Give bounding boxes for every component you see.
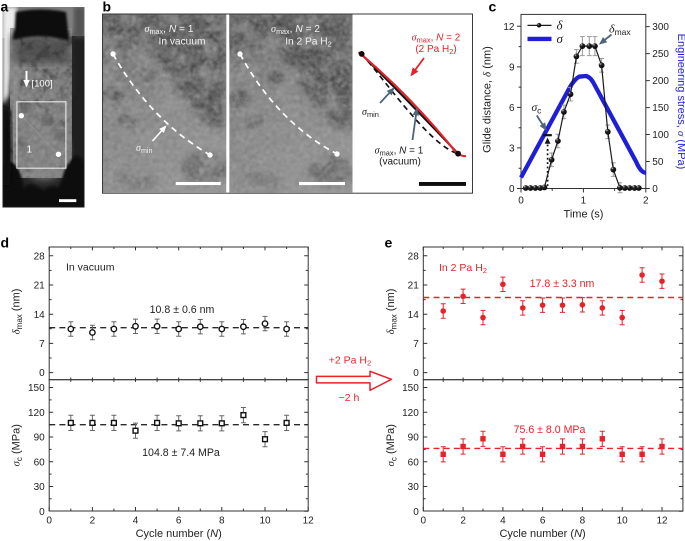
svg-text:9: 9 bbox=[509, 63, 515, 74]
svg-text:200: 200 bbox=[652, 76, 669, 87]
svg-text:[100]: [100] bbox=[32, 79, 53, 90]
svg-text:σc: σc bbox=[532, 102, 543, 116]
svg-text:250: 250 bbox=[652, 49, 669, 60]
svg-text:Cycle number (N): Cycle number (N) bbox=[499, 528, 585, 540]
svg-text:1: 1 bbox=[581, 196, 587, 207]
svg-text:σmax, N = 2: σmax, N = 2 bbox=[271, 24, 320, 36]
svg-text:2: 2 bbox=[90, 516, 96, 527]
svg-text:6: 6 bbox=[509, 103, 515, 114]
svg-text:4: 4 bbox=[500, 516, 506, 527]
svg-text:4: 4 bbox=[133, 516, 139, 527]
svg-text:δ: δ bbox=[557, 18, 564, 33]
svg-text:In 2 Pa H2: In 2 Pa H2 bbox=[439, 262, 487, 275]
svg-text:σmax, N = 2: σmax, N = 2 bbox=[412, 33, 461, 45]
svg-text:17.8 ± 3.3 nm: 17.8 ± 3.3 nm bbox=[530, 278, 595, 290]
svg-text:21: 21 bbox=[408, 281, 420, 292]
svg-text:0: 0 bbox=[421, 516, 427, 527]
svg-text:7: 7 bbox=[39, 339, 45, 350]
svg-text:Time (s): Time (s) bbox=[564, 209, 604, 221]
svg-text:2: 2 bbox=[643, 196, 649, 207]
svg-text:1: 1 bbox=[27, 145, 33, 156]
svg-text:+2 Pa H2: +2 Pa H2 bbox=[329, 355, 371, 368]
svg-text:90: 90 bbox=[408, 433, 420, 444]
svg-text:d: d bbox=[1, 235, 10, 251]
svg-text:300: 300 bbox=[652, 22, 669, 33]
svg-text:2: 2 bbox=[460, 516, 466, 527]
svg-text:0: 0 bbox=[46, 516, 52, 527]
svg-text:120: 120 bbox=[402, 408, 419, 419]
svg-text:σmax, N = 1: σmax, N = 1 bbox=[145, 24, 194, 36]
svg-text:12: 12 bbox=[303, 516, 315, 527]
svg-text:Engineering stress, σ (MPa): Engineering stress, σ (MPa) bbox=[675, 34, 685, 170]
svg-text:30: 30 bbox=[408, 482, 420, 493]
svg-text:In 2 Pa H2: In 2 Pa H2 bbox=[285, 37, 332, 49]
svg-text:7: 7 bbox=[413, 339, 419, 350]
svg-text:σc (MPa): σc (MPa) bbox=[11, 424, 25, 466]
svg-text:8: 8 bbox=[219, 516, 225, 527]
svg-text:10.8 ± 0.6 nm: 10.8 ± 0.6 nm bbox=[150, 304, 215, 316]
svg-text:0: 0 bbox=[518, 196, 524, 207]
svg-text:σc (MPa): σc (MPa) bbox=[385, 424, 399, 466]
svg-text:10: 10 bbox=[259, 516, 271, 527]
svg-text:150: 150 bbox=[28, 383, 45, 394]
svg-text:Cycle number (N): Cycle number (N) bbox=[136, 528, 222, 540]
svg-text:3: 3 bbox=[509, 144, 515, 155]
svg-text:120: 120 bbox=[28, 408, 45, 419]
svg-text:e: e bbox=[385, 235, 393, 251]
svg-text:30: 30 bbox=[34, 482, 46, 493]
svg-text:0: 0 bbox=[413, 507, 419, 518]
svg-text:8: 8 bbox=[580, 516, 586, 527]
svg-text:0: 0 bbox=[652, 184, 658, 195]
svg-text:σmax, N = 1: σmax, N = 1 bbox=[375, 146, 424, 158]
svg-text:14: 14 bbox=[408, 310, 420, 321]
svg-text:0: 0 bbox=[39, 368, 45, 379]
svg-text:28: 28 bbox=[408, 251, 420, 262]
svg-text:a: a bbox=[1, 0, 9, 15]
svg-text:0: 0 bbox=[509, 184, 515, 195]
svg-text:b: b bbox=[103, 0, 112, 15]
svg-text:−2 h: −2 h bbox=[339, 392, 360, 404]
svg-text:150: 150 bbox=[652, 103, 669, 114]
svg-text:δmax: δmax bbox=[609, 22, 631, 38]
svg-text:12: 12 bbox=[503, 22, 515, 33]
svg-text:90: 90 bbox=[34, 433, 46, 444]
svg-text:6: 6 bbox=[176, 516, 182, 527]
svg-text:(vacuum): (vacuum) bbox=[379, 157, 421, 168]
svg-text:150: 150 bbox=[402, 383, 419, 394]
svg-text:Glide distance, δ (nm): Glide distance, δ (nm) bbox=[482, 46, 494, 153]
svg-text:σmin: σmin bbox=[362, 107, 379, 119]
svg-text:σ: σ bbox=[557, 31, 564, 46]
svg-text:21: 21 bbox=[34, 281, 46, 292]
svg-text:28: 28 bbox=[34, 251, 46, 262]
svg-text:In vacuum: In vacuum bbox=[159, 37, 206, 48]
svg-text:100: 100 bbox=[652, 130, 669, 141]
svg-text:0: 0 bbox=[413, 368, 419, 379]
svg-text:10: 10 bbox=[617, 516, 629, 527]
svg-text:60: 60 bbox=[34, 457, 46, 468]
svg-text:(2 Pa H2): (2 Pa H2) bbox=[415, 44, 456, 56]
svg-text:c: c bbox=[489, 0, 497, 15]
svg-text:6: 6 bbox=[540, 516, 546, 527]
svg-text:104.8 ± 7.4 MPa: 104.8 ± 7.4 MPa bbox=[142, 447, 220, 459]
svg-text:50: 50 bbox=[652, 157, 664, 168]
svg-text:12: 12 bbox=[656, 516, 668, 527]
svg-text:δmax (nm): δmax (nm) bbox=[11, 289, 25, 335]
svg-text:0: 0 bbox=[39, 507, 45, 518]
svg-text:In vacuum: In vacuum bbox=[66, 262, 115, 274]
svg-text:δmax (nm): δmax (nm) bbox=[385, 289, 399, 335]
svg-text:75.6 ± 8.0 MPa: 75.6 ± 8.0 MPa bbox=[514, 424, 586, 436]
svg-text:60: 60 bbox=[408, 457, 420, 468]
svg-text:σmin: σmin bbox=[136, 143, 153, 155]
svg-text:14: 14 bbox=[34, 310, 46, 321]
